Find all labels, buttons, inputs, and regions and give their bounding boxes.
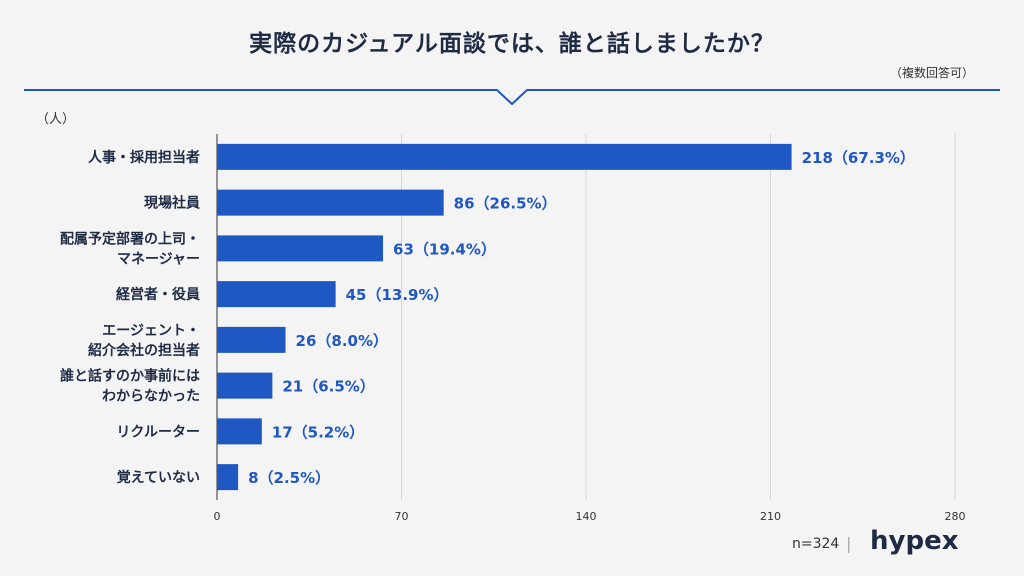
bar (217, 189, 444, 216)
chart-title: 実際のカジュアル面談では、誰と話しましたか？ (249, 31, 775, 57)
footer-separator: | (846, 534, 852, 553)
multiple-answer-note: （複数回答可） (889, 66, 974, 80)
category-label: エージェント・紹介会社の担当者 (88, 323, 200, 359)
data-label: 63（19.4%） (393, 240, 496, 258)
data-label: 218（67.3%） (802, 149, 915, 167)
category-label: 覚えていない (117, 469, 200, 486)
category-label: 誰と話すのか事前にはわからなかった (60, 368, 200, 405)
title-divider (24, 89, 1000, 106)
data-label: 17（5.2%） (272, 423, 364, 441)
x-tick-label: 210 (760, 510, 781, 523)
brand-logo: hypex (870, 526, 959, 556)
bar (217, 235, 384, 262)
bar (217, 372, 273, 399)
data-label: 26（8.0%） (296, 332, 388, 350)
bar (217, 143, 792, 170)
x-tick-label: 0 (214, 510, 221, 523)
category-label: 経営者・役員 (116, 286, 200, 303)
category-label: 配属予定部署の上司・マネージャー (60, 230, 200, 267)
x-tick-label: 70 (395, 510, 409, 523)
bar (217, 418, 262, 445)
category-label: 現場社員 (144, 195, 200, 212)
unit-label: （人） (36, 112, 76, 127)
data-label: 8（2.5%） (248, 469, 330, 487)
bar (217, 326, 286, 353)
category-label: 人事・採用担当者 (88, 149, 200, 166)
x-tick-label: 280 (945, 510, 966, 523)
bar (217, 281, 336, 308)
data-label: 45（13.9%） (346, 286, 449, 304)
data-label: 86（26.5%） (454, 195, 557, 213)
x-tick-label: 140 (576, 510, 597, 523)
bar (217, 464, 239, 491)
sample-size: n=324 (792, 536, 840, 552)
category-label: リクルーター (116, 424, 200, 440)
data-label: 21（6.5%） (282, 378, 374, 396)
